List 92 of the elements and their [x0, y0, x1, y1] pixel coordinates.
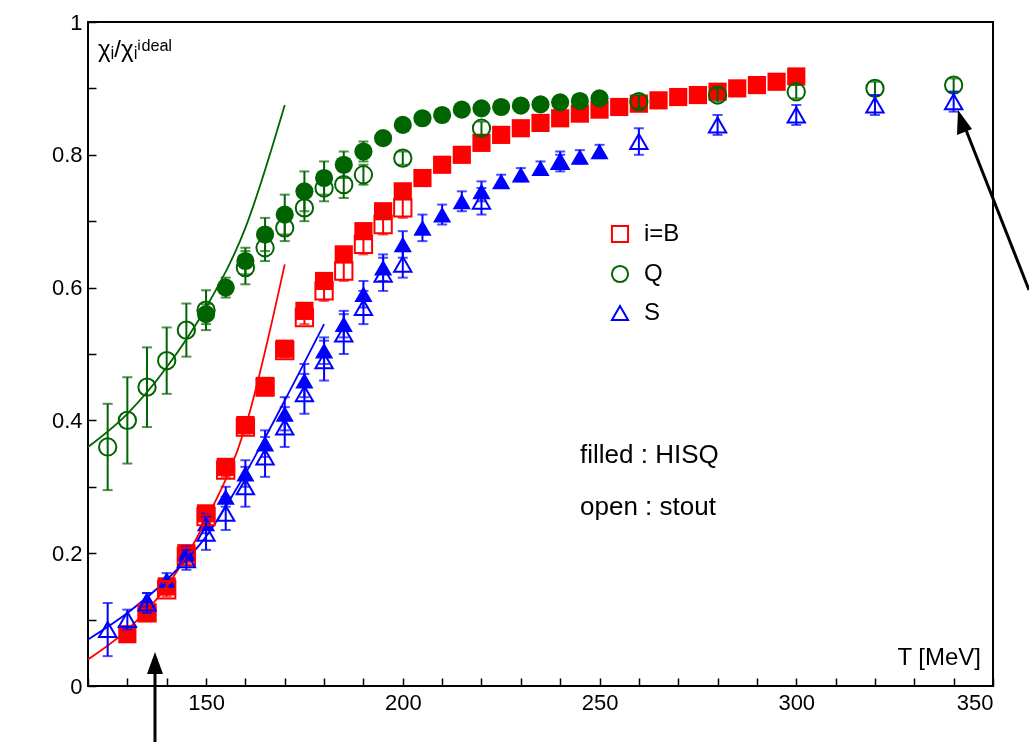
point: [786, 106, 806, 124]
point: [353, 234, 374, 255]
y-tick-label: 0.2: [51, 540, 83, 566]
point: [492, 97, 511, 117]
point: [865, 78, 885, 99]
point: [275, 218, 295, 238]
point: [452, 100, 471, 119]
x-tick-label: 200: [384, 689, 422, 715]
point: [393, 115, 412, 134]
point: [433, 105, 452, 125]
point: [98, 437, 118, 457]
point: [688, 85, 707, 105]
point: [235, 478, 256, 496]
point: [590, 143, 609, 160]
point: [196, 524, 216, 542]
x-tick-label: 250: [581, 689, 619, 715]
point: [255, 238, 275, 258]
legend-label: Q: [644, 259, 663, 286]
point: [865, 96, 885, 114]
point: [551, 109, 570, 128]
point: [413, 219, 432, 236]
point: [786, 82, 806, 102]
x-tick-label: 300: [778, 689, 816, 715]
point: [649, 91, 668, 110]
point: [767, 72, 786, 91]
point: [472, 99, 491, 118]
point: [570, 148, 589, 165]
point: [413, 109, 432, 128]
y-axis-title: χᵢ/χᵢⁱᵈᵉᵃˡ: [98, 35, 173, 62]
point: [413, 168, 432, 188]
point: [452, 145, 471, 164]
point: [943, 93, 964, 111]
point: [157, 351, 177, 371]
point: [433, 155, 452, 174]
point: [570, 91, 589, 111]
point: [511, 166, 530, 183]
point: [433, 206, 452, 223]
point: [669, 87, 688, 107]
annotation: open : stout: [580, 491, 717, 521]
legend-label: S: [644, 298, 661, 325]
point: [374, 129, 393, 148]
point: [393, 148, 413, 168]
y-tick-label: 0.8: [51, 142, 83, 168]
point: [492, 125, 511, 144]
x-axis-title: T [MeV]: [897, 643, 981, 670]
point: [137, 377, 157, 397]
point: [176, 320, 197, 340]
point: [531, 113, 550, 133]
y-tick-label: 1: [70, 9, 83, 35]
point: [393, 255, 413, 273]
point: [747, 76, 766, 95]
point: [471, 118, 492, 138]
y-tick-label: 0.6: [51, 275, 83, 301]
point: [216, 504, 236, 522]
point: [531, 95, 550, 114]
y-tick-label: 0.4: [51, 407, 83, 433]
point: [373, 214, 393, 235]
point: [314, 281, 334, 301]
point: [393, 198, 413, 218]
point: [294, 385, 315, 403]
point: [216, 278, 235, 297]
point: [334, 261, 354, 281]
x-tick-label: 150: [188, 689, 225, 715]
point: [492, 173, 511, 190]
point: [216, 460, 236, 480]
y-tick-label: 0: [70, 673, 83, 699]
point: [531, 160, 550, 176]
point: [117, 410, 138, 431]
point: [610, 97, 629, 117]
point: [452, 193, 471, 210]
point: [551, 93, 570, 112]
legend-label: i=B: [644, 219, 680, 246]
annotation: filled : HISQ: [580, 439, 719, 469]
point: [275, 418, 295, 436]
point: [511, 96, 530, 115]
point: [511, 119, 530, 138]
point: [334, 155, 353, 174]
point: [98, 621, 118, 639]
point: [707, 85, 728, 105]
point: [943, 75, 964, 95]
point: [728, 79, 747, 98]
point: [117, 611, 138, 629]
line-series: [88, 263, 286, 661]
point: [255, 448, 275, 466]
x-tick-label: 350: [956, 689, 994, 715]
point: [334, 175, 354, 195]
point: [707, 116, 728, 134]
point: [629, 133, 649, 151]
point: [294, 198, 315, 218]
point: [353, 299, 374, 317]
point: [294, 307, 315, 328]
point: [590, 89, 609, 108]
